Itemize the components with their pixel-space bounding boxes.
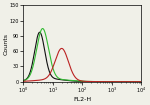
Y-axis label: Counts: Counts	[3, 33, 8, 55]
X-axis label: FL2-H: FL2-H	[73, 96, 92, 102]
